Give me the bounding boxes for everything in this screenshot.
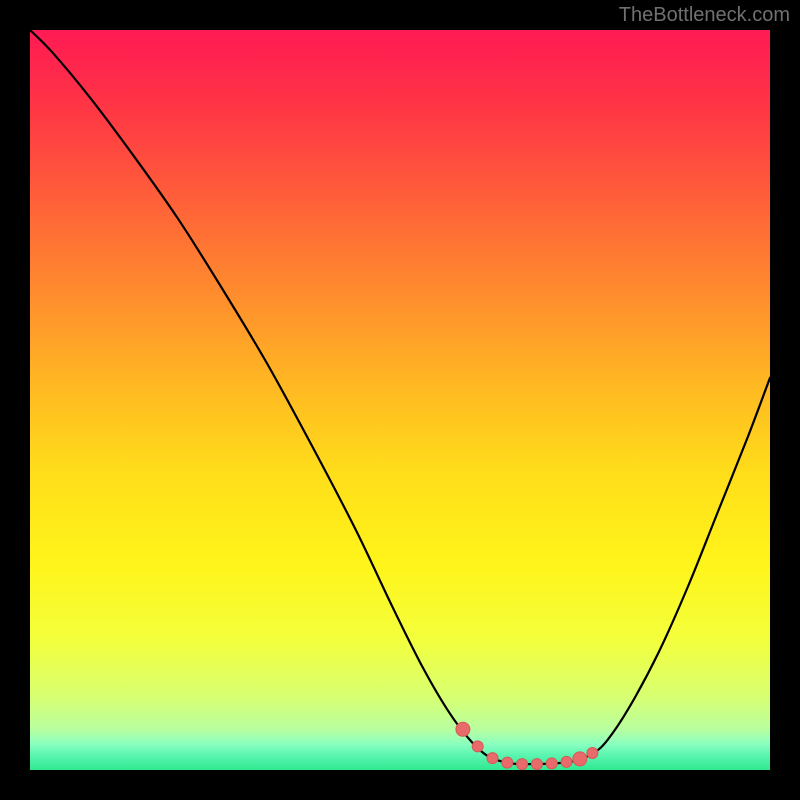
bottleneck-chart (0, 0, 800, 800)
watermark-text: TheBottleneck.com (619, 4, 790, 27)
marker-point (587, 747, 598, 758)
marker-point (502, 757, 513, 768)
marker-point (487, 753, 498, 764)
marker-point (561, 756, 572, 767)
plot-gradient-area (30, 30, 770, 770)
marker-point (472, 741, 483, 752)
marker-point (456, 722, 470, 736)
marker-point (573, 752, 587, 766)
chart-container: TheBottleneck.com (0, 0, 800, 800)
marker-point (546, 758, 557, 769)
marker-point (517, 759, 528, 770)
marker-point (531, 759, 542, 770)
